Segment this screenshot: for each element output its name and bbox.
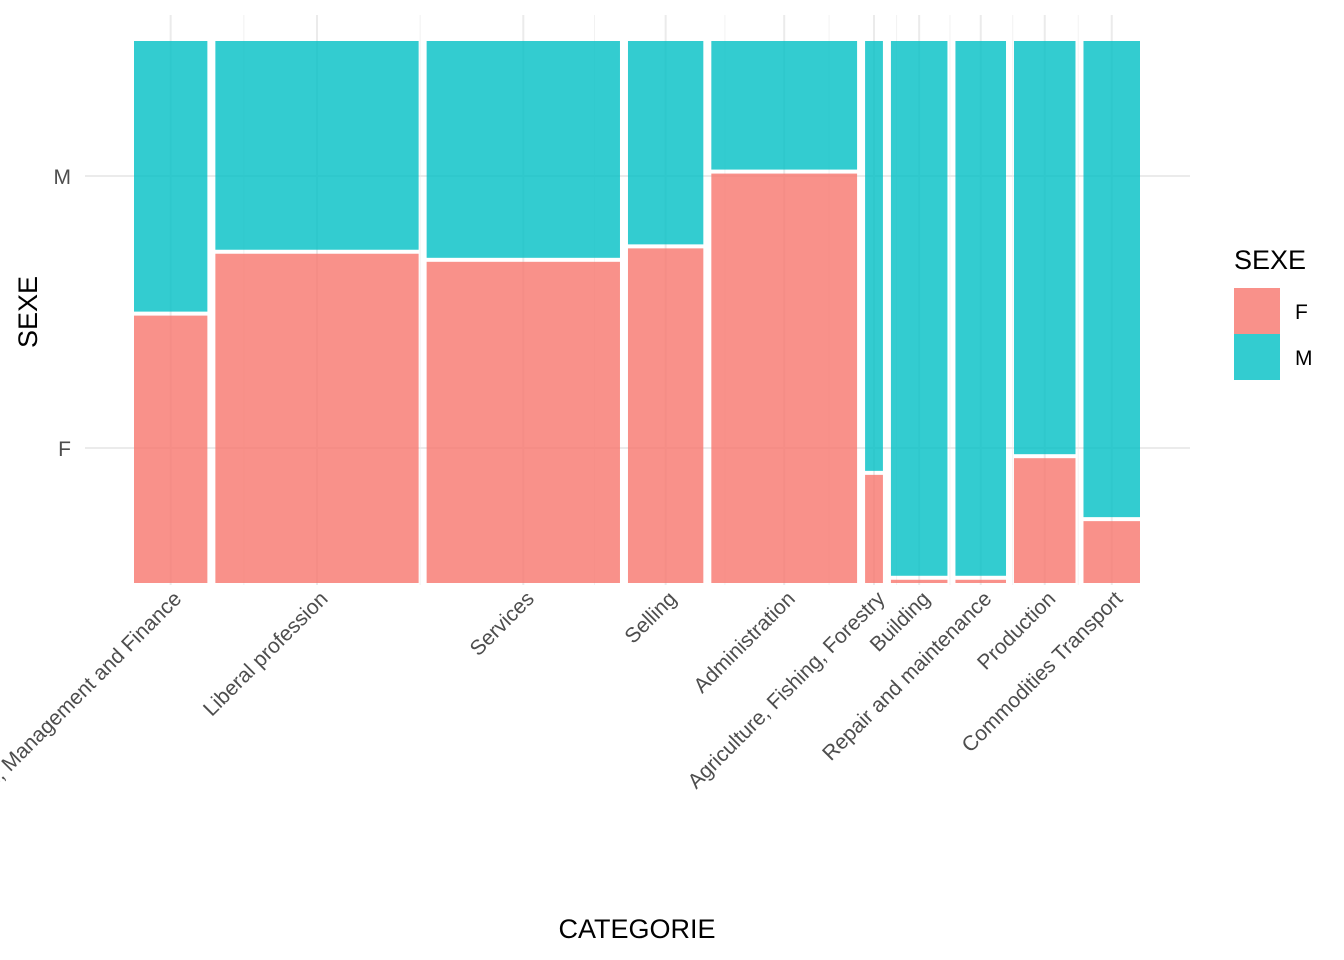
tile-F <box>711 173 858 583</box>
tile-F <box>955 579 1007 583</box>
tile-M <box>1083 41 1140 518</box>
x-tick-label: Agriculture, Fishing, Forestry <box>683 587 889 793</box>
legend-label: M <box>1295 347 1313 370</box>
tile-M <box>426 41 620 258</box>
y-tick-label: F <box>58 438 71 461</box>
tile-M <box>955 41 1007 576</box>
tile-F <box>134 315 208 583</box>
x-axis-ticks: Business, Management and Finance Liberal … <box>0 587 1127 845</box>
tile-F <box>1083 521 1140 583</box>
x-tick-label: Services <box>466 587 539 660</box>
tile-F <box>426 261 620 583</box>
tile-F <box>865 474 883 583</box>
legend-title: SEXE <box>1234 245 1306 275</box>
legend: SEXE FM <box>1234 245 1313 380</box>
tile-M <box>134 41 208 312</box>
tile-F <box>215 253 419 583</box>
tile-F <box>627 248 704 583</box>
tile-M <box>865 41 883 471</box>
x-axis-title: CATEGORIE <box>558 914 715 944</box>
tile-M <box>890 41 948 576</box>
legend-label: F <box>1295 301 1308 324</box>
x-tick-label: Business, Management and Finance <box>0 587 186 844</box>
x-tick-label: Liberal profession <box>199 587 332 720</box>
tile-M <box>627 41 704 245</box>
legend-key-M <box>1234 334 1280 380</box>
y-axis-ticks: FM <box>54 166 72 461</box>
tile-F <box>890 579 948 583</box>
y-tick-label: M <box>54 166 72 189</box>
legend-entries: FM <box>1234 288 1313 380</box>
legend-key-F <box>1234 288 1280 334</box>
tile-M <box>1014 41 1076 455</box>
mosaic-tiles <box>134 41 1140 583</box>
x-tick-label: Selling <box>620 587 681 648</box>
y-axis-title: SEXE <box>13 276 43 348</box>
tile-M <box>215 41 419 250</box>
tile-F <box>1014 458 1076 583</box>
tile-M <box>711 41 858 170</box>
